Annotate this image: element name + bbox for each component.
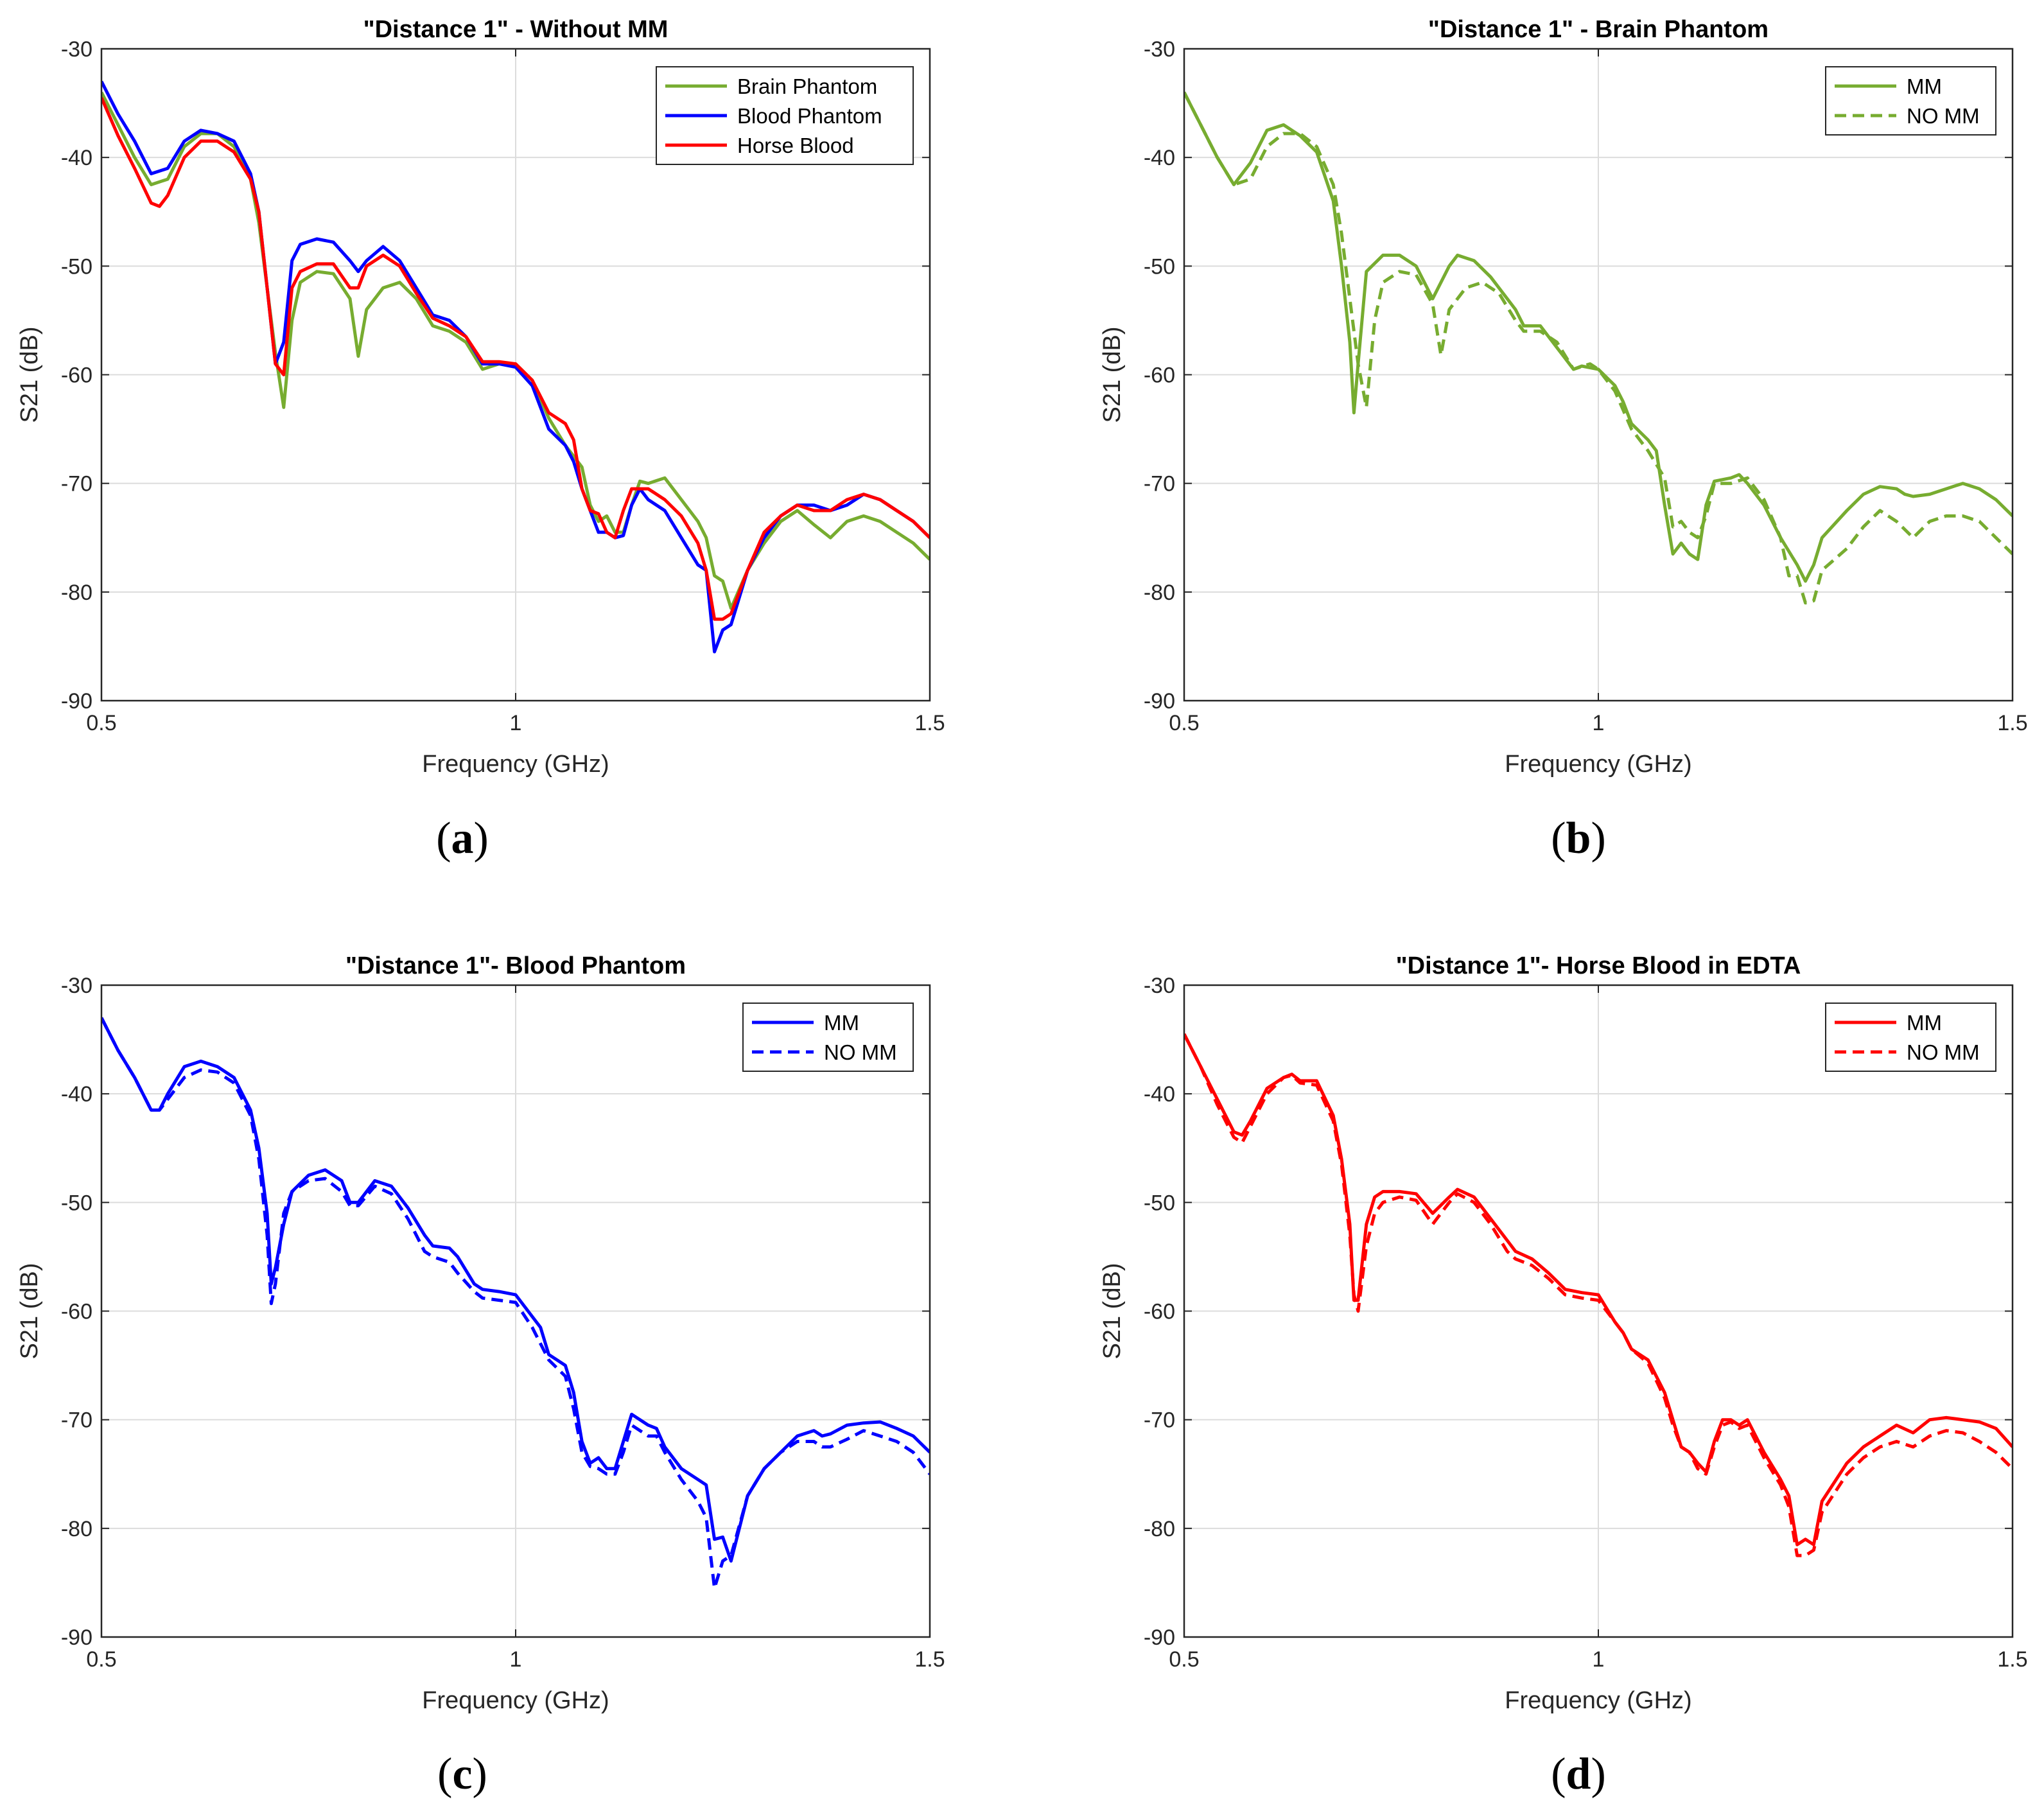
chart-panel-c: 0.5 1 1.5 -30 -40 -50 -60 -70 -80 -90 "Distance 1"… <box>16 952 945 1799</box>
caption-part: d <box>1566 1749 1591 1799</box>
panel-caption: (d) <box>1551 1749 1606 1799</box>
series-line-mm <box>1184 1033 2013 1546</box>
y-tick-label: -50 <box>61 254 92 279</box>
panel-caption: (a) <box>436 814 489 863</box>
x-tick-label: 1.5 <box>1997 711 2027 735</box>
chart-panel-b: 0.5 1 1.5 -30 -40 -50 -60 -70 -80 -90 "Distance 1"… <box>1099 16 2028 863</box>
caption-part: ( <box>1551 814 1566 863</box>
y-tick-label: -90 <box>61 1625 92 1650</box>
chart-title: "Distance 1"- Horse Blood in EDTA <box>1396 952 1801 979</box>
panel-caption: (c) <box>437 1749 487 1799</box>
y-tick-label: -90 <box>1144 689 1175 714</box>
y-tick-label: -80 <box>61 581 92 605</box>
legend: MM NO MM <box>1825 66 1996 136</box>
y-axis-label: S21 (dB) <box>16 1263 43 1360</box>
series-line-no-mm <box>1184 91 2013 605</box>
caption-part: ) <box>1591 1749 1605 1799</box>
y-tick-label: -50 <box>1144 254 1175 279</box>
x-tick-label: 1 <box>510 1647 522 1672</box>
legend-box <box>1825 66 1996 136</box>
x-axis-label: Frequency (GHz) <box>422 1687 609 1714</box>
x-tick-label: 1.5 <box>1997 1647 2027 1672</box>
x-tick-label: 1 <box>1593 1647 1605 1672</box>
y-tick-label: -70 <box>1144 1408 1175 1433</box>
x-tick-label: 1 <box>1593 711 1605 735</box>
caption-part: ( <box>436 814 451 863</box>
y-tick-label: -80 <box>1144 581 1175 605</box>
caption-part: b <box>1566 814 1591 863</box>
caption-part: ) <box>474 814 489 863</box>
x-tick-label: 0.5 <box>1169 1647 1199 1672</box>
legend-label: Blood Phantom <box>737 104 882 128</box>
legend-label: MM <box>1907 74 1942 98</box>
caption-part: a <box>451 814 474 863</box>
caption-part: ( <box>437 1749 452 1799</box>
y-tick-label: -40 <box>61 1082 92 1107</box>
chart-panel-a: 0.5 1 1.5 -30 -40 -50 -60 -70 -80 -90 "Distance 1"… <box>16 16 945 863</box>
y-tick-label: -90 <box>1144 1625 1175 1650</box>
legend-box <box>1825 1003 1996 1072</box>
series-line-horse-blood <box>101 97 930 621</box>
y-tick-label: -90 <box>61 689 92 714</box>
legend-label: NO MM <box>1907 104 1980 128</box>
legend-label: NO MM <box>1907 1040 1980 1064</box>
series-line-no-mm <box>101 1017 930 1590</box>
y-tick-label: -60 <box>1144 1300 1175 1324</box>
legend-label: Brain Phantom <box>737 74 877 98</box>
y-tick-label: -40 <box>61 146 92 170</box>
chart-title: "Distance 1" - Brain Phantom <box>1428 16 1769 43</box>
y-axis-label: S21 (dB) <box>1099 327 1126 423</box>
x-tick-label: 1.5 <box>914 1647 945 1672</box>
y-tick-label: -30 <box>61 974 92 998</box>
x-tick-label: 0.5 <box>86 711 116 735</box>
legend-label: MM <box>824 1011 859 1035</box>
y-tick-label: -80 <box>61 1517 92 1541</box>
legend-label: Horse Blood <box>737 134 854 157</box>
y-tick-label: -70 <box>61 472 92 496</box>
x-axis-label: Frequency (GHz) <box>1505 1687 1691 1714</box>
y-tick-label: -30 <box>1144 37 1175 62</box>
legend-label: MM <box>1907 1011 1942 1035</box>
y-tick-label: -40 <box>1144 146 1175 170</box>
series-line-no-mm <box>1184 1033 2013 1557</box>
caption-part: ) <box>1591 814 1605 863</box>
y-tick-label: -80 <box>1144 1517 1175 1541</box>
x-axis-label: Frequency (GHz) <box>422 751 609 778</box>
x-tick-label: 0.5 <box>1169 711 1199 735</box>
chart-panel-d: 0.5 1 1.5 -30 -40 -50 -60 -70 -80 -90 "Distance 1"… <box>1099 952 2028 1799</box>
y-axis-label: S21 (dB) <box>1099 1263 1126 1360</box>
chart-title: "Distance 1" - Without MM <box>363 16 668 43</box>
y-tick-label: -60 <box>1144 363 1175 388</box>
y-tick-label: -50 <box>61 1191 92 1215</box>
caption-part: ) <box>473 1749 487 1799</box>
legend: MM NO MM <box>1825 1003 1996 1072</box>
y-tick-label: -30 <box>1144 974 1175 998</box>
legend-label: NO MM <box>824 1040 897 1064</box>
y-tick-label: -60 <box>61 363 92 388</box>
y-axis-label: S21 (dB) <box>16 327 43 423</box>
y-tick-label: -70 <box>61 1408 92 1433</box>
x-tick-label: 1.5 <box>914 711 945 735</box>
y-tick-label: -60 <box>61 1300 92 1324</box>
x-tick-label: 1 <box>510 711 522 735</box>
y-tick-label: -40 <box>1144 1082 1175 1107</box>
x-axis-label: Frequency (GHz) <box>1505 751 1691 778</box>
legend-box <box>742 1003 914 1072</box>
x-tick-label: 0.5 <box>86 1647 116 1672</box>
legend: Brain Phantom Blood Phantom Horse Blood <box>656 66 914 165</box>
y-tick-label: -30 <box>61 37 92 62</box>
chart-title: "Distance 1"- Blood Phantom <box>345 952 686 979</box>
y-tick-label: -50 <box>1144 1191 1175 1215</box>
legend: MM NO MM <box>742 1003 914 1072</box>
y-tick-label: -70 <box>1144 472 1175 496</box>
caption-part: c <box>452 1749 472 1799</box>
caption-part: ( <box>1551 1749 1566 1799</box>
series-line-mm <box>1184 91 2013 583</box>
panel-caption: (b) <box>1551 814 1606 863</box>
